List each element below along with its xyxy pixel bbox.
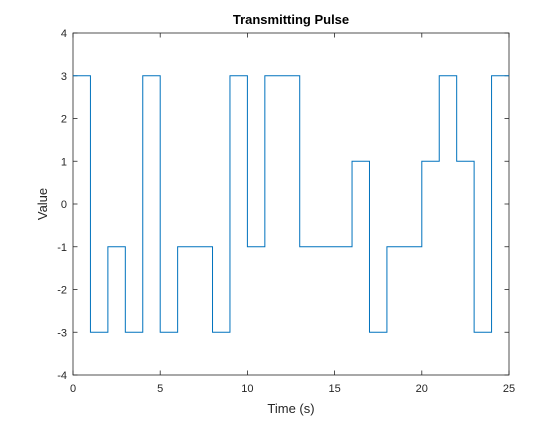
x-tick-label: 15 (328, 383, 340, 395)
axis-ticks (72, 32, 510, 376)
y-tick-label: 3 (61, 71, 67, 83)
y-tick-label: -3 (57, 327, 67, 339)
y-tick-label: 0 (61, 199, 67, 211)
y-tick-label: 2 (61, 114, 67, 126)
tick-labels: 0 5 10 15 20 25 -4 -3 -2 -1 0 1 2 3 4 (57, 28, 515, 395)
x-axis-label: Time (s) (267, 401, 314, 416)
x-tick-label: 0 (70, 383, 76, 395)
series-line-0 (73, 75, 509, 333)
chart-title: Transmitting Pulse (233, 12, 349, 27)
x-tick-label: 10 (241, 383, 253, 395)
plot-area (72, 32, 510, 376)
y-tick-label: -2 (57, 285, 67, 297)
y-tick-label: -1 (57, 242, 67, 254)
x-tick-label: 25 (503, 383, 515, 395)
y-tick-label: 4 (61, 28, 67, 40)
y-tick-label: 1 (61, 156, 67, 168)
y-tick-label: -4 (57, 370, 67, 382)
y-axis-label: Value (35, 188, 50, 220)
x-tick-label: 20 (416, 383, 428, 395)
x-tick-label: 5 (157, 383, 163, 395)
series-layer (73, 75, 509, 333)
